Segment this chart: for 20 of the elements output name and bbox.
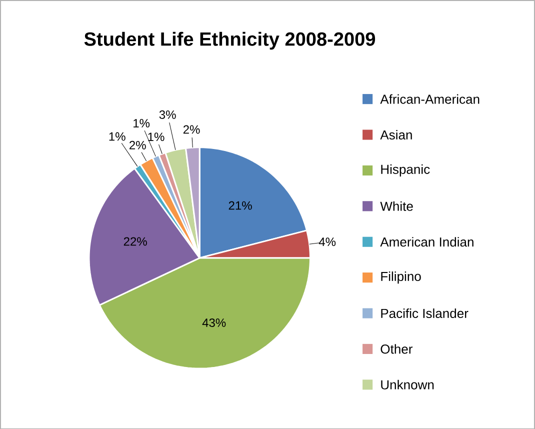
legend-label: Hispanic (381, 164, 430, 176)
legend-label: Filipino (381, 271, 421, 284)
data-label: 1% (134, 118, 150, 128)
legend-label: Unknown (381, 380, 434, 390)
data-label: 43% (202, 318, 226, 327)
legend-label: American Indian (380, 236, 474, 246)
legend-label: Pacific Islander (381, 308, 468, 318)
data-label: 1% (109, 132, 126, 141)
legend-label: African-American (380, 94, 480, 104)
legend-label: Asian (380, 130, 412, 140)
data-label: 2% (130, 140, 146, 150)
legend-label: Other (380, 344, 413, 354)
data-label: 3% (159, 110, 176, 119)
data-label: 22% (124, 237, 147, 246)
data-label: 2% (183, 125, 200, 134)
legend-label: White (380, 201, 413, 211)
data-label: 21% (228, 201, 252, 210)
data-label: 4% (318, 237, 336, 246)
data-label: 1% (148, 132, 164, 141)
chart-title: Student Life Ethnicity 2008-2009 (84, 32, 376, 50)
